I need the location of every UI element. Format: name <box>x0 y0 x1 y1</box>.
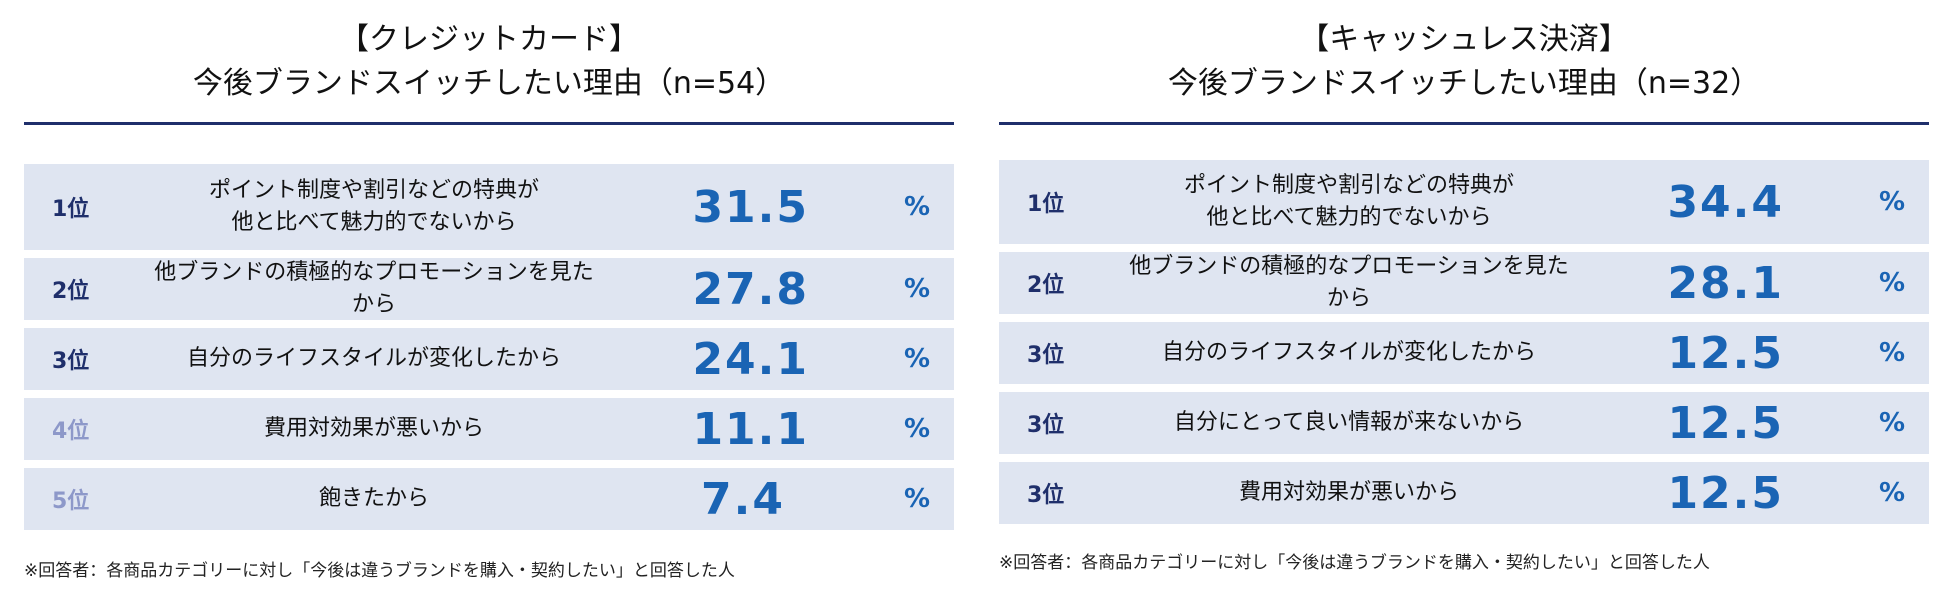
reason-line: 自分のライフスタイルが変化したから <box>186 346 561 371</box>
table-row: 4位 費用対効果が悪いから 11.1 % <box>24 398 954 460</box>
reason-line: 他ブランドの積極的なプロモーションを見たから <box>1129 254 1569 311</box>
reason-line: ポイント制度や割引などの特典が <box>208 178 539 203</box>
table-row: 3位 自分にとって良い情報が来ないから 12.5 % <box>999 392 1929 454</box>
percent-unit: % <box>1879 338 1906 368</box>
reason-line: ポイント制度や割引などの特典が <box>1183 173 1514 198</box>
percent-unit: % <box>904 274 931 304</box>
chart-title: 【クレジットカード】 <box>339 22 639 57</box>
percent-unit: % <box>904 414 931 444</box>
rank-label: 3位 <box>1027 343 1065 368</box>
panel-title: 【キャッシュレス決済】 今後ブランドスイッチしたい理由（n=32） <box>999 18 1929 106</box>
rank-label: 3位 <box>1027 483 1065 508</box>
reason-line: 飽きたから <box>318 486 429 511</box>
panel-cashless-payment: 【キャッシュレス決済】 今後ブランドスイッチしたい理由（n=32） 1位 ポイン… <box>999 0 1929 596</box>
reason-label: 費用対効果が悪いから <box>1119 462 1579 524</box>
percent-unit: % <box>904 192 931 222</box>
rank-label: 3位 <box>52 349 90 374</box>
rank-label: 2位 <box>1027 273 1065 298</box>
reason-line: 自分のライフスタイルが変化したから <box>1161 340 1536 365</box>
percentage-value: 31.5 <box>692 181 809 233</box>
table-row: 5位 飽きたから 7.4 % <box>24 468 954 530</box>
percent-unit: % <box>904 344 931 374</box>
reason-line: 他と比べて魅力的でないから <box>231 210 517 235</box>
percent-unit: % <box>1879 408 1906 438</box>
percentage-value: 7.4 <box>701 473 785 525</box>
rank-label: 1位 <box>52 197 90 222</box>
panel-title: 【クレジットカード】 今後ブランドスイッチしたい理由（n=54） <box>24 18 954 106</box>
reason-label: 自分のライフスタイルが変化したから <box>144 328 604 390</box>
reason-line: 自分にとって良い情報が来ないから <box>1173 410 1525 435</box>
table-row: 2位 他ブランドの積極的なプロモーションを見たから 28.1 % <box>999 252 1929 314</box>
percentage-value: 11.1 <box>692 403 809 455</box>
reason-label: 費用対効果が悪いから <box>144 398 604 460</box>
percentage-value: 12.5 <box>1667 397 1784 449</box>
percentage-value: 12.5 <box>1667 327 1784 379</box>
reason-label: 他ブランドの積極的なプロモーションを見たから <box>144 258 604 320</box>
percentage-value: 28.1 <box>1667 257 1784 309</box>
title-underline <box>999 122 1929 125</box>
percent-unit: % <box>904 484 931 514</box>
rank-label: 3位 <box>1027 413 1065 438</box>
reason-label: ポイント制度や割引などの特典が 他と比べて魅力的でないから <box>1119 160 1579 244</box>
reason-line: 他と比べて魅力的でないから <box>1206 205 1492 230</box>
reason-label: 自分のライフスタイルが変化したから <box>1119 322 1579 384</box>
percentage-value: 27.8 <box>692 263 809 315</box>
chart-subtitle: 今後ブランドスイッチしたい理由（n=32） <box>1167 66 1761 101</box>
percentage-value: 12.5 <box>1667 467 1784 519</box>
rank-label: 1位 <box>1027 192 1065 217</box>
rank-label: 5位 <box>52 489 90 514</box>
title-underline <box>24 122 954 125</box>
reason-label: 自分にとって良い情報が来ないから <box>1119 392 1579 454</box>
footnote: ※回答者：各商品カテゴリーに対し「今後は違うブランドを購入・契約したい」と回答し… <box>999 553 1710 573</box>
table-row: 1位 ポイント制度や割引などの特典が 他と比べて魅力的でないから 34.4 % <box>999 160 1929 244</box>
percentage-value: 24.1 <box>692 333 809 385</box>
table-row: 3位 費用対効果が悪いから 12.5 % <box>999 462 1929 524</box>
reason-line: 費用対効果が悪いから <box>1238 480 1459 505</box>
reason-line: 費用対効果が悪いから <box>263 416 484 441</box>
table-row: 2位 他ブランドの積極的なプロモーションを見たから 27.8 % <box>24 258 954 320</box>
table-row: 3位 自分のライフスタイルが変化したから 24.1 % <box>24 328 954 390</box>
percent-unit: % <box>1879 187 1906 217</box>
percent-unit: % <box>1879 478 1906 508</box>
footnote: ※回答者：各商品カテゴリーに対し「今後は違うブランドを購入・契約したい」と回答し… <box>24 561 735 581</box>
rank-label: 4位 <box>52 419 90 444</box>
panel-credit-card: 【クレジットカード】 今後ブランドスイッチしたい理由（n=54） 1位 ポイント… <box>24 0 954 596</box>
reason-label: ポイント制度や割引などの特典が 他と比べて魅力的でないから <box>144 164 604 250</box>
table-row: 1位 ポイント制度や割引などの特典が 他と比べて魅力的でないから 31.5 % <box>24 164 954 250</box>
chart-subtitle: 今後ブランドスイッチしたい理由（n=54） <box>192 66 786 101</box>
percent-unit: % <box>1879 268 1906 298</box>
table-row: 3位 自分のライフスタイルが変化したから 12.5 % <box>999 322 1929 384</box>
rank-label: 2位 <box>52 279 90 304</box>
percentage-value: 34.4 <box>1667 176 1784 228</box>
reason-line: 他ブランドの積極的なプロモーションを見たから <box>154 260 594 317</box>
reason-label: 飽きたから <box>144 468 604 530</box>
reason-label: 他ブランドの積極的なプロモーションを見たから <box>1119 252 1579 314</box>
chart-title: 【キャッシュレス決済】 <box>1299 22 1629 57</box>
